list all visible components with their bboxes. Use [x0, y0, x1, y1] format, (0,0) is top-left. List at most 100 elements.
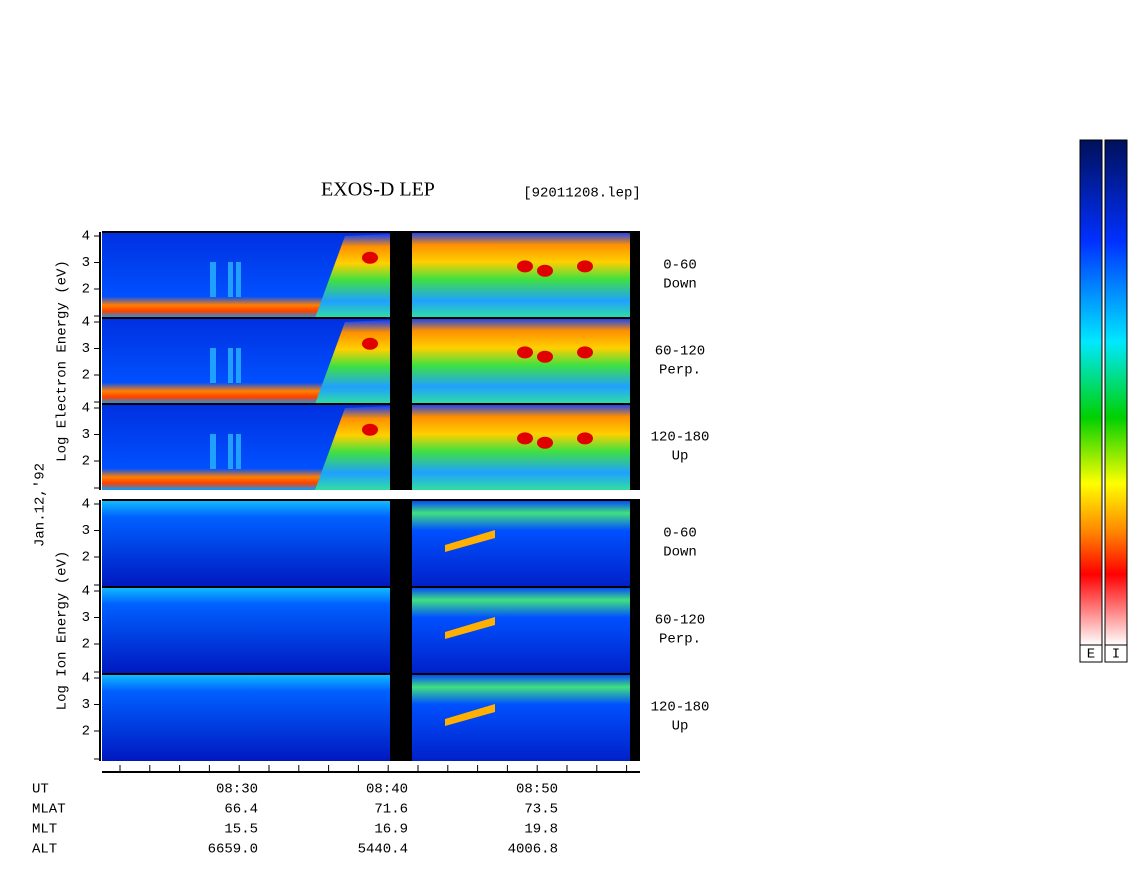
- y-tick-label: 3: [82, 697, 90, 713]
- color-bar: [1079, 139, 1103, 646]
- data-gap: [630, 404, 640, 490]
- date: Jan.12,'92: [33, 463, 49, 547]
- y-tick-label: 3: [82, 427, 90, 443]
- spectrogram: [412, 404, 630, 490]
- data-gap: [630, 500, 640, 587]
- ephemeris-label: ALT: [32, 842, 57, 858]
- ephemeris-value: 08:30: [216, 782, 258, 798]
- ephemeris-value: 71.6: [374, 802, 408, 818]
- ephemeris-value: 73.5: [524, 802, 558, 818]
- y-tick-label: 2: [82, 637, 90, 653]
- axis-label: Log Ion Energy (eV): [55, 551, 71, 711]
- spectrogram: [445, 704, 495, 726]
- color-bar: [1104, 139, 1128, 646]
- file-name: [92011208.lep]: [523, 186, 641, 202]
- y-tick-label: 4: [82, 229, 90, 245]
- spectrogram: [228, 348, 233, 383]
- y-tick-label: 2: [82, 550, 90, 566]
- spectrogram: [445, 617, 495, 639]
- angle-label: 120-180: [651, 700, 710, 716]
- spectrogram: [412, 587, 630, 674]
- direction-label: Down: [663, 277, 697, 293]
- y-tick-label: 3: [82, 255, 90, 271]
- data-gap: [630, 232, 640, 318]
- spectrogram: [228, 262, 233, 297]
- data-gap: [630, 587, 640, 674]
- ephemeris-value: 19.8: [524, 822, 558, 838]
- spectrogram: [577, 260, 593, 273]
- spectrogram: [537, 350, 553, 363]
- spectrogram: [412, 232, 630, 318]
- y-tick-label: 4: [82, 497, 90, 513]
- spectrogram: [210, 262, 216, 297]
- y-tick-label: 4: [82, 671, 90, 687]
- direction-label: Down: [663, 545, 697, 561]
- spectrogram: [445, 530, 495, 552]
- angle-label: 0-60: [663, 526, 697, 542]
- angle-label: 60-120: [655, 613, 705, 629]
- spectrogram: [412, 674, 630, 761]
- spectrogram: [412, 500, 630, 587]
- ephemeris-value: 4006.8: [508, 842, 558, 858]
- spectrogram: [577, 432, 593, 445]
- spectrogram: [517, 346, 533, 359]
- spectrogram: [210, 348, 216, 383]
- spectrogram: [362, 251, 378, 264]
- spectrogram: [236, 434, 241, 469]
- y-tick-label: 3: [82, 610, 90, 626]
- ephemeris-value: 08:50: [516, 782, 558, 798]
- spectrogram: [210, 434, 216, 469]
- y-tick-label: 3: [82, 523, 90, 539]
- data-gap: [390, 500, 412, 587]
- spectrogram: [362, 423, 378, 436]
- spectrogram: [537, 264, 553, 277]
- title: EXOS-D LEP: [321, 179, 435, 201]
- y-tick-label: 2: [82, 724, 90, 740]
- ephemeris-label: MLAT: [32, 802, 66, 818]
- data-gap: [390, 232, 412, 318]
- ephemeris-value: 5440.4: [358, 842, 408, 858]
- data-gap: [390, 587, 412, 674]
- ephemeris-value: 15.5: [224, 822, 258, 838]
- angle-label: 0-60: [663, 258, 697, 274]
- direction-label: Perp.: [659, 363, 701, 379]
- data-gap: [630, 318, 640, 404]
- y-tick-label: 4: [82, 584, 90, 600]
- spectrogram: [228, 434, 233, 469]
- y-tick-label: 4: [82, 315, 90, 331]
- y-tick-label: 2: [82, 454, 90, 470]
- spectrogram: [362, 337, 378, 350]
- color-bar-label: E: [1087, 647, 1095, 663]
- ephemeris-label: MLT: [32, 822, 57, 838]
- spectrogram: [236, 262, 241, 297]
- spectrogram: [517, 260, 533, 273]
- y-tick-label: 3: [82, 341, 90, 357]
- y-tick-label: 2: [82, 368, 90, 384]
- y-tick-label: 2: [82, 282, 90, 298]
- ephemeris-value: 16.9: [374, 822, 408, 838]
- angle-label: 120-180: [651, 430, 710, 446]
- color-bar-label-box: [1104, 644, 1128, 663]
- direction-label: Perp.: [659, 632, 701, 648]
- ephemeris-value: 66.4: [224, 802, 258, 818]
- y-tick-label: 4: [82, 401, 90, 417]
- ephemeris-label: UT: [32, 782, 49, 798]
- data-gap: [390, 674, 412, 761]
- spectrogram: [236, 348, 241, 383]
- ephemeris-value: 08:40: [366, 782, 408, 798]
- spectrogram: [517, 432, 533, 445]
- spectrogram: [102, 587, 390, 674]
- direction-label: Up: [672, 449, 689, 465]
- spectrogram: [102, 500, 390, 587]
- spectrogram: [412, 318, 630, 404]
- spectrogram: [577, 346, 593, 359]
- spectrogram: [537, 436, 553, 449]
- data-gap: [630, 674, 640, 761]
- data-gap: [390, 318, 412, 404]
- axis-label: Log Electron Energy (eV): [55, 260, 71, 462]
- data-gap: [390, 404, 412, 490]
- color-bar-label-box: [1079, 644, 1103, 663]
- direction-label: Up: [672, 719, 689, 735]
